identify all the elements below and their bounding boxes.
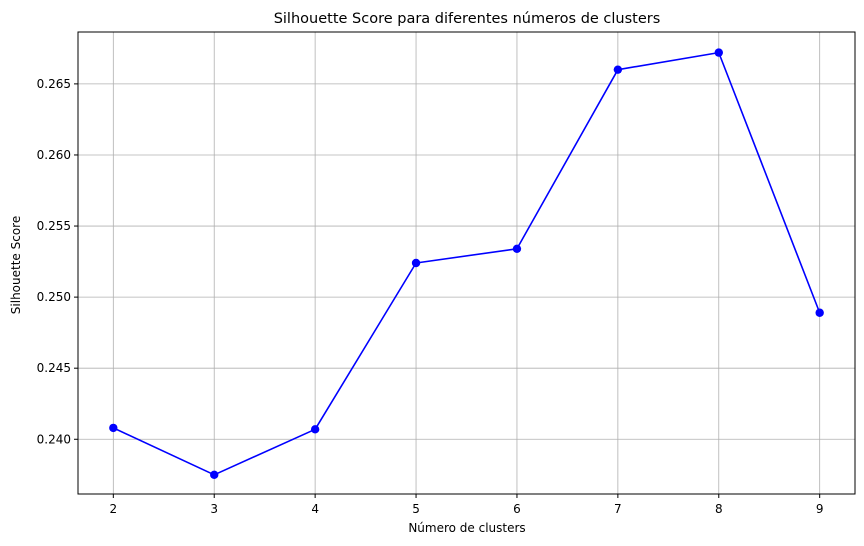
y-axis: 0.240 0.245 0.250 0.255 0.260 0.265	[37, 77, 78, 446]
data-point	[310, 425, 320, 434]
data-point	[512, 244, 522, 253]
y-axis-label: Silhouette Score	[9, 216, 23, 314]
x-tick-label: 8	[715, 502, 723, 516]
series-line	[112, 51, 821, 476]
data-point	[109, 423, 118, 433]
chart-title: Silhouette Score para diferentes números…	[274, 11, 661, 27]
series-layer	[109, 48, 824, 480]
x-tick-label: 7	[614, 502, 622, 516]
x-axis-label: Número de clusters	[408, 521, 525, 535]
y-tick-label: 0.250	[37, 290, 71, 304]
data-point	[613, 65, 623, 74]
x-tick-label: 2	[109, 502, 117, 516]
y-tick-label: 0.260	[37, 148, 71, 162]
grid	[78, 32, 855, 494]
x-tick-label: 9	[816, 502, 824, 516]
x-tick-label: 5	[412, 502, 420, 516]
x-tick-label: 3	[210, 502, 218, 516]
x-tick-label: 6	[513, 502, 521, 516]
y-tick-label: 0.245	[37, 361, 71, 375]
data-point	[210, 470, 219, 480]
y-tick-label: 0.265	[37, 77, 71, 91]
data-point	[714, 48, 723, 57]
y-tick-label: 0.240	[37, 432, 71, 446]
data-point	[815, 308, 824, 317]
x-tick-label: 4	[311, 502, 319, 516]
x-axis: 2 3 4 5 6 7 8 9	[109, 494, 824, 516]
plot-frame	[77, 31, 856, 495]
data-point	[411, 258, 421, 268]
y-tick-label: 0.255	[37, 219, 71, 233]
